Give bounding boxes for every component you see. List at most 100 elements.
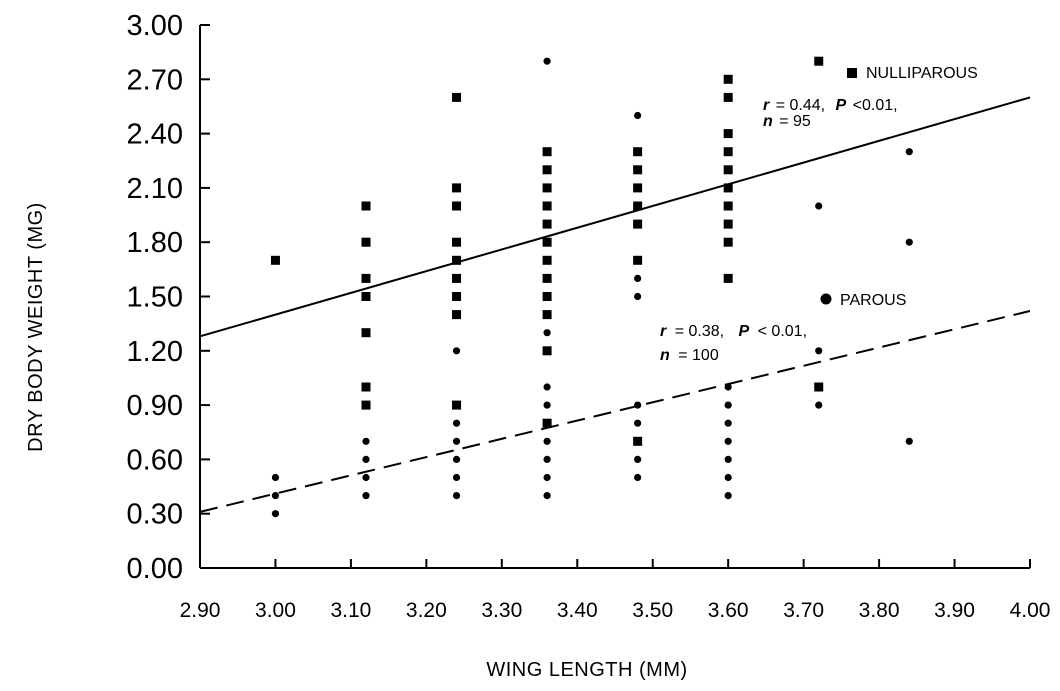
point-nulliparous	[542, 147, 552, 157]
y-tick-label: 2.10	[127, 173, 183, 205]
point-nulliparous	[723, 183, 733, 193]
point-nulliparous	[452, 310, 462, 320]
point-parous	[362, 437, 370, 445]
x-tick-label: 3.30	[481, 599, 522, 622]
svg-text:n = 95: n = 95	[763, 113, 811, 130]
point-nulliparous	[361, 237, 371, 247]
point-parous	[815, 347, 823, 355]
point-nulliparous	[542, 292, 552, 301]
point-nulliparous	[723, 273, 733, 283]
x-tick-label: 3.70	[783, 599, 824, 622]
point-nulliparous	[452, 201, 462, 211]
stat-p-value: < 0.01,	[758, 323, 807, 340]
point-nulliparous	[723, 219, 733, 229]
point-parous	[724, 455, 732, 463]
point-nulliparous	[361, 201, 371, 211]
point-nulliparous	[361, 400, 371, 410]
point-parous	[271, 473, 280, 482]
stat-p-value: <0.01,	[853, 97, 898, 114]
y-tick-label: 0.30	[127, 499, 183, 531]
point-nulliparous	[542, 273, 552, 283]
point-nulliparous	[723, 201, 733, 211]
regression-lines	[199, 96, 1031, 513]
stat-r-value: = 0.38,	[675, 323, 724, 340]
point-parous	[543, 57, 551, 65]
stat-r-label: r	[660, 323, 667, 340]
point-nulliparous	[542, 183, 552, 193]
point-parous	[362, 492, 370, 500]
svg-text:r = 0.44, P: r = 0.44, P <0.01,	[763, 97, 898, 114]
x-tick-label: 2.90	[180, 599, 221, 622]
point-nulliparous	[723, 237, 733, 247]
point-nulliparous	[542, 237, 552, 247]
point-parous	[905, 437, 913, 445]
point-parous	[724, 437, 732, 445]
x-tick-label: 3.90	[934, 599, 975, 622]
y-axis-ticks: 0.00 0.30 0.60 0.90 1.20 1.50 1.80 2.10 2.40 2.70…	[127, 10, 210, 585]
point-nulliparous	[633, 183, 643, 193]
point-parous	[452, 473, 461, 482]
point-parous	[543, 329, 551, 337]
y-tick-label: 2.70	[127, 64, 183, 96]
point-parous	[543, 455, 551, 463]
point-parous	[362, 473, 370, 482]
point-parous	[543, 383, 551, 391]
stat-r-value: = 0.44,	[776, 97, 825, 114]
point-nulliparous	[633, 219, 643, 229]
y-tick-label: 1.20	[127, 336, 183, 368]
point-nulliparous	[542, 219, 552, 229]
point-parous	[452, 492, 461, 500]
stats-parous: r = 0.38, P < 0.01, n = 100	[660, 323, 807, 364]
x-tick-label: 3.20	[406, 599, 447, 622]
x-tick-label: 3.00	[255, 599, 296, 622]
stat-r-label: r	[763, 97, 770, 114]
stat-n-value: = 95	[779, 113, 811, 130]
point-parous	[271, 492, 280, 500]
point-nulliparous	[452, 92, 462, 102]
y-tick-label: 1.80	[127, 227, 183, 259]
point-nulliparous	[814, 382, 824, 392]
point-nulliparous	[452, 292, 462, 301]
x-tick-label: 3.50	[632, 599, 673, 622]
x-tick-label: 3.10	[330, 599, 371, 622]
point-parous	[634, 455, 642, 463]
point-parous	[452, 437, 461, 445]
point-nulliparous	[633, 147, 643, 157]
point-nulliparous	[452, 183, 462, 193]
point-nulliparous	[361, 382, 371, 392]
point-parous	[452, 455, 461, 463]
point-nulliparous	[723, 74, 733, 84]
y-tick-label: 1.50	[127, 282, 183, 314]
point-parous	[815, 202, 823, 210]
y-axis-title: DRY BODY WEIGHT (MG)	[25, 202, 47, 452]
stat-p-label: P	[836, 97, 847, 114]
point-parous	[905, 238, 913, 246]
point-parous	[543, 401, 551, 409]
point-nulliparous	[270, 255, 280, 265]
point-nulliparous	[452, 273, 462, 283]
point-nulliparous	[633, 201, 643, 211]
point-nulliparous	[723, 129, 733, 139]
stats-nulliparous: r = 0.44, P <0.01, n = 95	[763, 97, 898, 130]
point-nulliparous	[633, 436, 643, 446]
point-parous	[634, 419, 642, 427]
stat-p-label: P	[739, 323, 750, 340]
point-parous	[634, 111, 642, 120]
point-nulliparous	[542, 310, 552, 320]
y-tick-label: 2.40	[127, 119, 183, 151]
point-parous	[724, 492, 732, 500]
y-tick-label: 0.00	[127, 553, 183, 585]
point-nulliparous	[361, 292, 371, 301]
point-nulliparous	[723, 165, 733, 175]
point-parous	[634, 473, 642, 482]
y-tick-label: 0.60	[127, 444, 183, 476]
svg-text:n = 100: n = 100	[660, 347, 719, 364]
x-axis-ticks: 2.90 3.00 3.10 3.20 3.30 3.40 3.50 3.60 3.70 3.80…	[180, 559, 1050, 622]
point-parous	[724, 419, 732, 427]
stat-n-label: n	[660, 347, 670, 364]
point-parous	[634, 401, 642, 409]
point-nulliparous	[633, 255, 643, 265]
point-nulliparous	[814, 56, 824, 66]
y-tick-label: 0.90	[127, 390, 183, 422]
